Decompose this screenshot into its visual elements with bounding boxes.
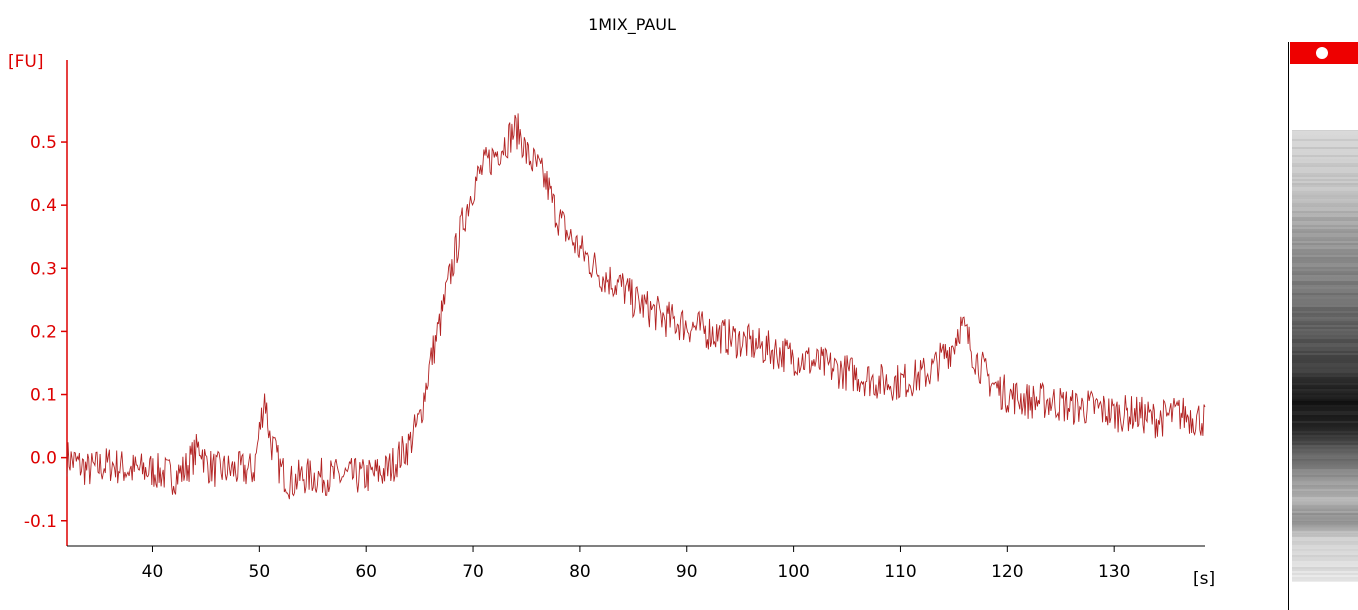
- x-tick-label: 80: [569, 562, 591, 582]
- x-tick-label: 70: [462, 562, 484, 582]
- x-tick-label: 60: [355, 562, 377, 582]
- gel-marker-band: [1290, 42, 1358, 64]
- plot-area: [66, 113, 1206, 500]
- y-tick-label: 0.3: [30, 259, 57, 279]
- y-tick-label: 0.4: [30, 196, 57, 216]
- gel-image: [1292, 130, 1358, 582]
- electropherogram-chart: 1MIX_PAUL -0.1 0.0 0.1 0.2 0.3 0.4 0.5 40 50 60 70…: [8, 15, 1215, 589]
- x-tick-label: 40: [142, 562, 164, 582]
- x-axis-label: [s]: [1193, 569, 1215, 589]
- y-tick-label: 0.0: [30, 449, 57, 469]
- x-tick-label: 90: [676, 562, 698, 582]
- gel-marker-dot-icon: [1316, 47, 1328, 59]
- x-tick-label: 110: [884, 562, 916, 582]
- chart-title: 1MIX_PAUL: [588, 15, 676, 35]
- y-axis-label: [FU]: [8, 52, 44, 72]
- y-tick-label: -0.1: [24, 512, 57, 532]
- ticks: -0.1 0.0 0.1 0.2 0.3 0.4 0.5 40 50 60 70 80 90 100 110…: [24, 133, 1131, 582]
- series-line: [66, 113, 1206, 500]
- x-tick-label: 100: [777, 562, 809, 582]
- x-tick-label: 120: [991, 562, 1023, 582]
- y-tick-label: 0.5: [30, 133, 57, 153]
- y-tick-label: 0.1: [30, 386, 57, 406]
- x-tick-label: 50: [249, 562, 271, 582]
- y-tick-label: 0.2: [30, 322, 57, 342]
- x-tick-label: 130: [1098, 562, 1130, 582]
